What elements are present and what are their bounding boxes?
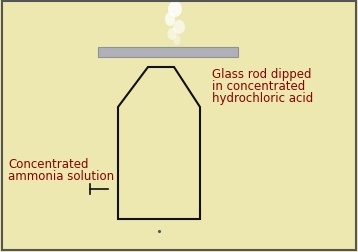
Ellipse shape xyxy=(168,2,182,18)
Ellipse shape xyxy=(174,36,180,46)
Bar xyxy=(98,48,238,58)
Text: Concentrated: Concentrated xyxy=(8,158,88,170)
Ellipse shape xyxy=(173,21,185,35)
Polygon shape xyxy=(120,184,198,218)
Text: ammonia solution: ammonia solution xyxy=(8,169,114,182)
Ellipse shape xyxy=(168,29,176,41)
Polygon shape xyxy=(118,68,200,219)
Ellipse shape xyxy=(165,13,175,27)
Text: Glass rod dipped: Glass rod dipped xyxy=(212,68,311,81)
Text: hydrochloric acid: hydrochloric acid xyxy=(212,92,313,105)
Text: in concentrated: in concentrated xyxy=(212,80,305,93)
